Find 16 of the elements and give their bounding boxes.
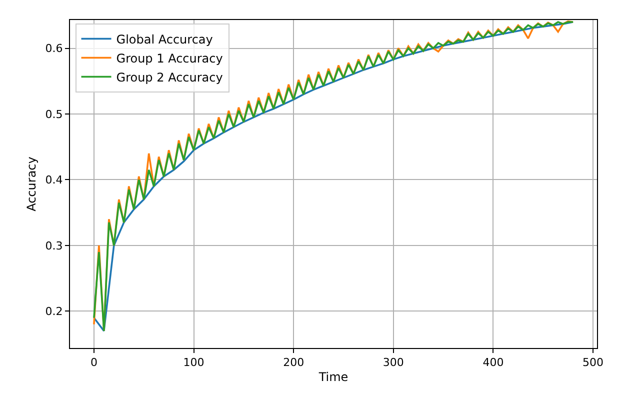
x-tick-label: 400 [482,356,504,370]
legend-label: Group 1 Accuracy [116,51,223,66]
y-tick-label: 0.3 [45,239,63,252]
y-tick-label: 0.6 [45,42,63,56]
x-tick-label: 200 [283,356,304,370]
x-tick-label: 100 [183,356,204,370]
x-axis-title: Time [318,370,348,384]
y-axis-title: Accuracy [24,156,39,212]
y-tick-label: 0.4 [45,174,63,187]
legend-label: Group 2 Accuracy [116,70,223,84]
x-tick-label: 500 [582,356,604,370]
legend-label: Global Accurcay [116,32,213,46]
x-tick-label: 0 [90,356,98,370]
y-tick-label: 0.2 [45,305,63,318]
x-tick-label: 300 [382,356,404,370]
y-tick-label: 0.5 [45,108,63,121]
